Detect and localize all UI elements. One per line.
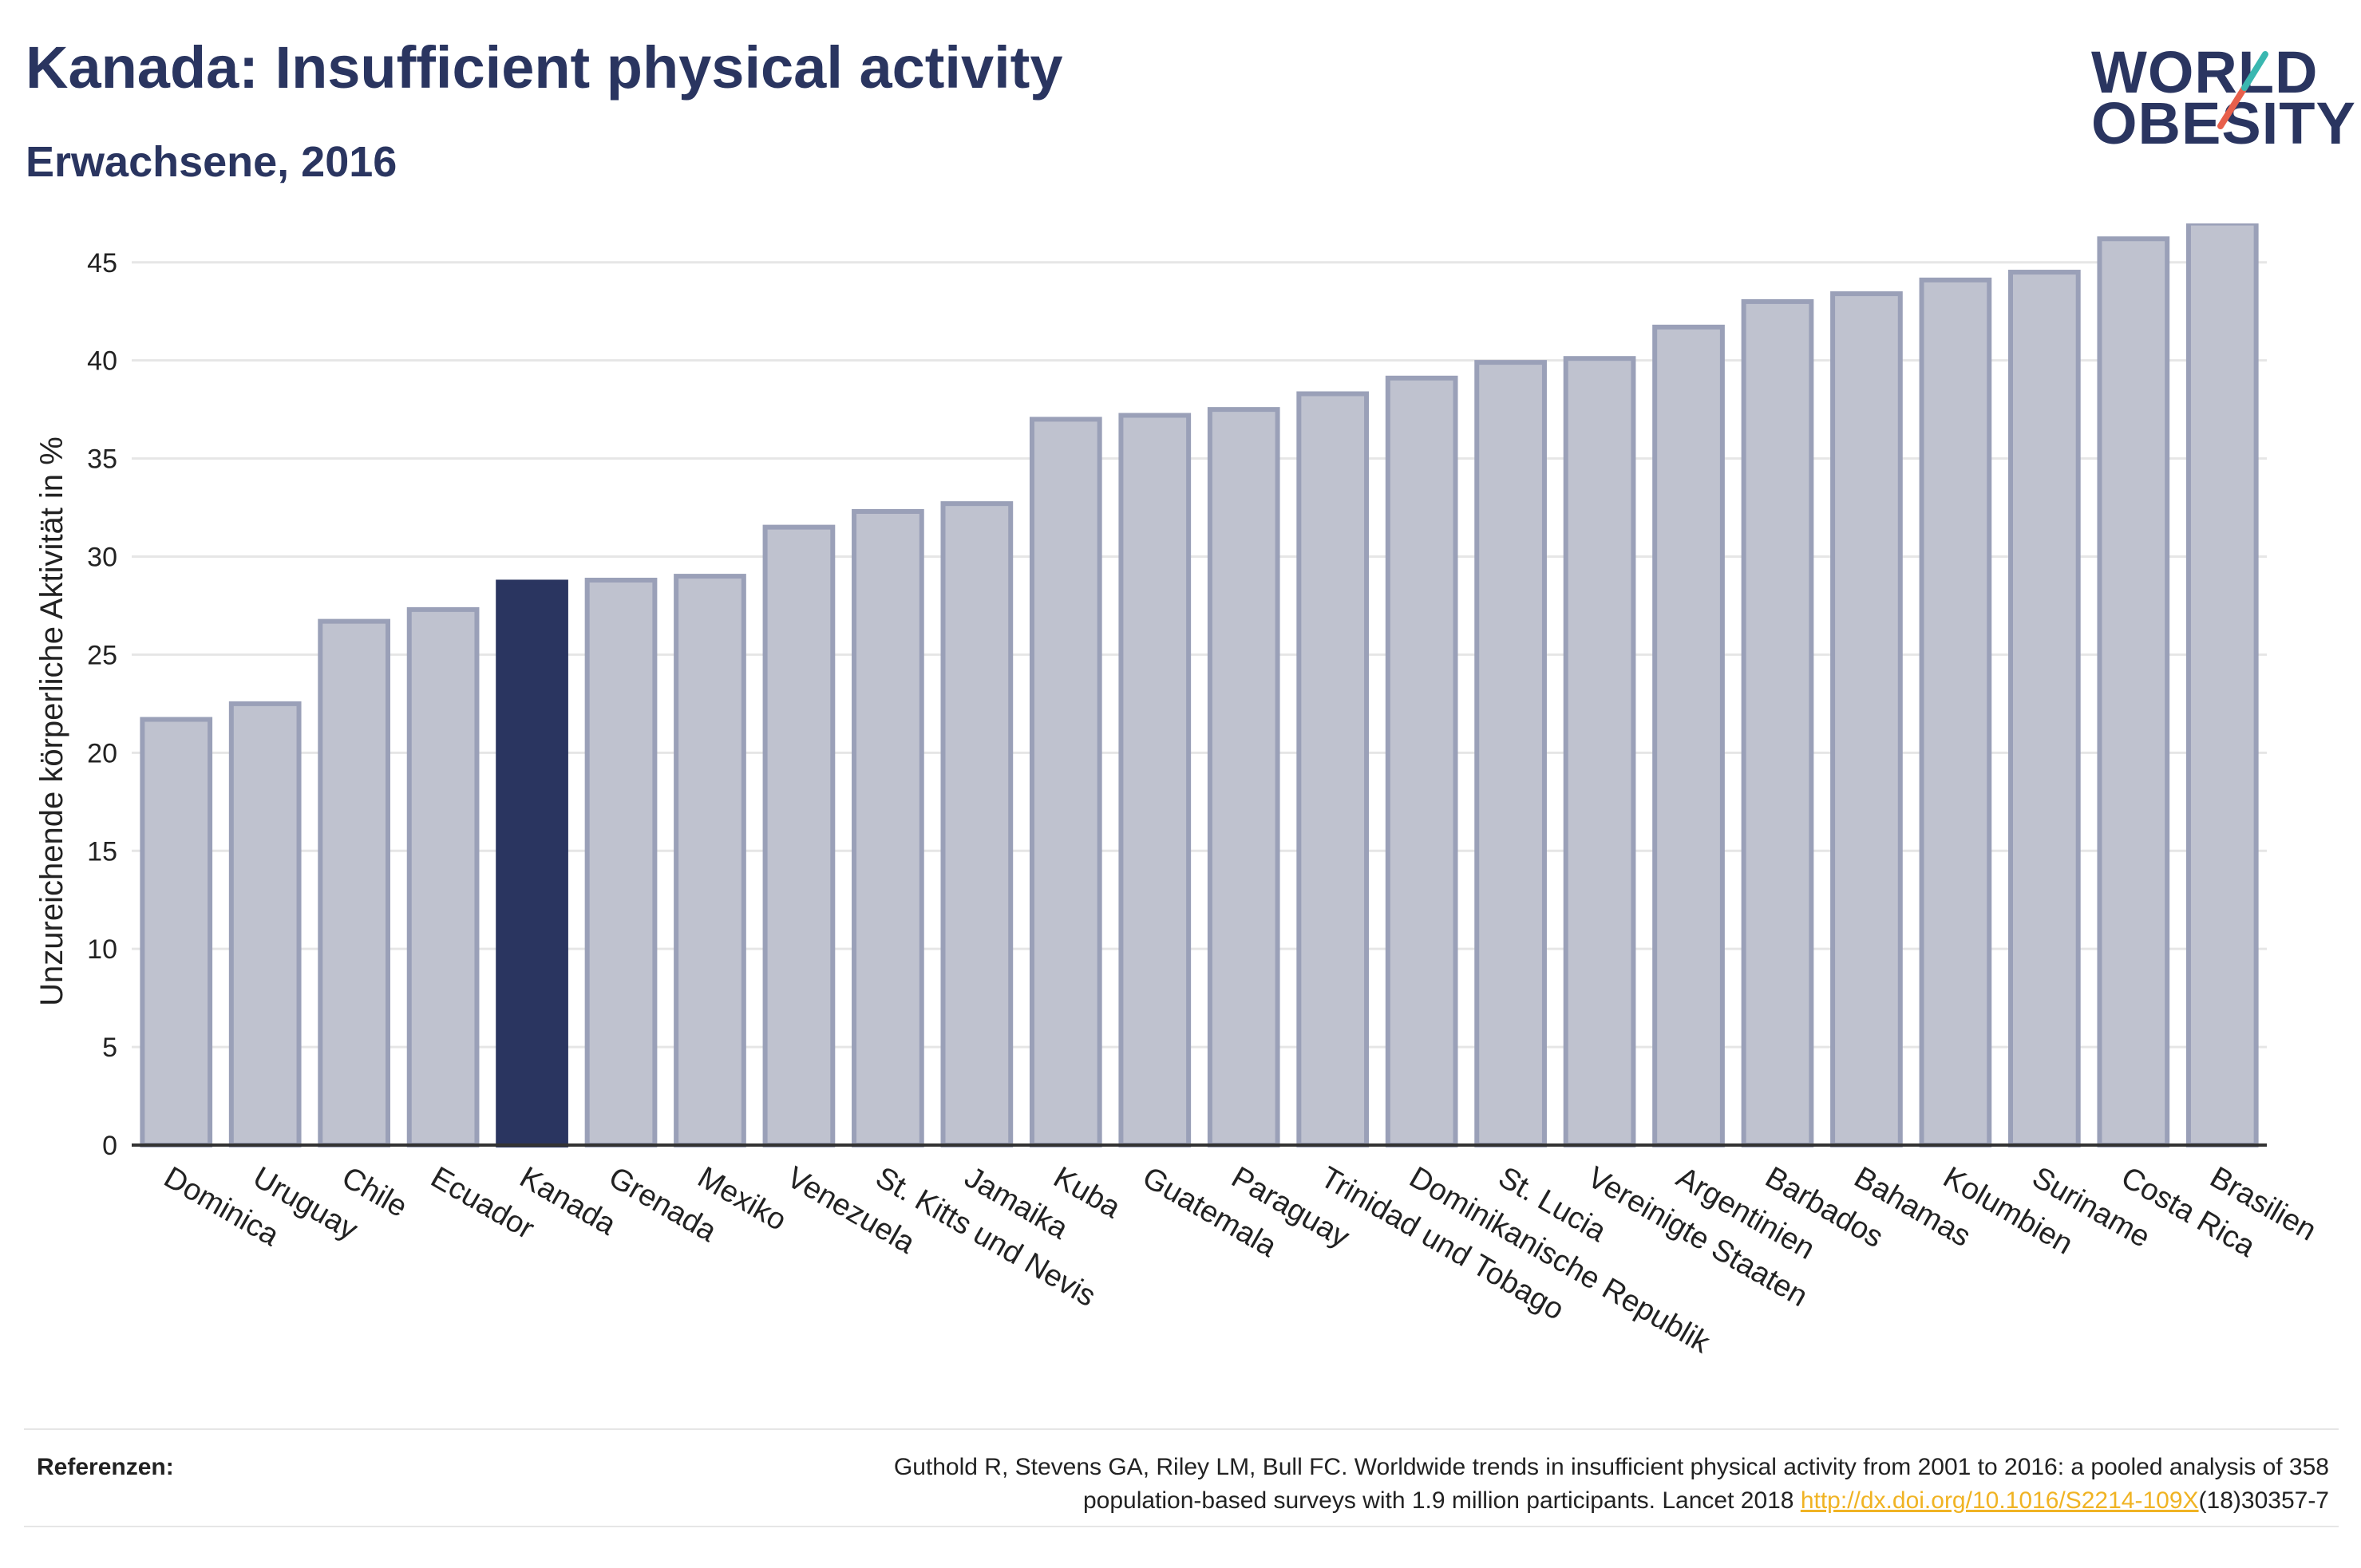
y-tick-label: 15 <box>87 836 117 867</box>
bar <box>406 606 480 1147</box>
y-tick-labels: 0 5 10 15 20 25 30 35 40 45 <box>87 248 117 1161</box>
y-tick-label: 5 <box>102 1033 117 1063</box>
y-tick-label: 10 <box>87 934 117 965</box>
bar-highlighted <box>496 579 568 1148</box>
bar <box>228 701 302 1147</box>
y-tick-label: 40 <box>87 346 117 377</box>
references-line2-prefix: population-based surveys with 1.9 millio… <box>1082 1487 1801 1514</box>
bar <box>1385 375 1458 1147</box>
y-tick-label: 35 <box>87 444 117 475</box>
bar <box>1207 407 1280 1147</box>
references-line2-suffix: (18)30357-7 <box>2198 1487 2329 1514</box>
bar <box>2008 270 2081 1148</box>
references-section: Referenzen: Guthold R, Stevens GA, Riley… <box>24 1428 2339 1527</box>
bar <box>2185 223 2259 1147</box>
y-axis-label: Unzureichende körperliche Aktivität in % <box>34 436 69 1006</box>
bar <box>1652 324 1725 1147</box>
y-tick-label: 30 <box>87 543 117 573</box>
bar <box>318 618 390 1147</box>
references-doi-link[interactable]: http://dx.doi.org/10.1016/S2214-109X <box>1800 1487 2199 1514</box>
bar <box>140 717 213 1147</box>
bar <box>762 524 836 1147</box>
bar <box>1741 298 1814 1148</box>
grid-lines <box>132 261 2267 1049</box>
bar <box>584 578 658 1147</box>
bar <box>1563 356 1636 1148</box>
bar <box>1118 413 1192 1147</box>
bar <box>1474 360 1547 1147</box>
bar <box>940 501 1014 1147</box>
references-label: Referenzen: <box>37 1454 174 1480</box>
y-tick-label: 25 <box>87 640 117 670</box>
bar <box>852 508 924 1148</box>
bars <box>140 223 2259 1148</box>
bar <box>1296 391 1370 1148</box>
y-tick-label: 0 <box>102 1131 117 1161</box>
y-tick-label: 20 <box>87 738 117 768</box>
bar <box>674 574 746 1148</box>
logo-slash-icon <box>2217 51 2268 129</box>
bar <box>2097 236 2170 1147</box>
references-text: Guthold R, Stevens GA, Riley LM, Bull FC… <box>493 1451 2329 1518</box>
references-line1: Guthold R, Stevens GA, Riley LM, Bull FC… <box>893 1454 2329 1480</box>
page-subtitle: Erwachsene, 2016 <box>26 138 397 186</box>
bar <box>1830 291 1903 1147</box>
bar <box>1029 417 1102 1147</box>
logo-text-line1: WORLD <box>2091 39 2319 105</box>
y-tick-label: 45 <box>87 248 117 278</box>
page-title: Kanada: Insufficient physical activity <box>26 34 1063 101</box>
bar <box>1919 277 1992 1147</box>
world-obesity-logo: WORLD OBESITY <box>2075 32 2355 176</box>
